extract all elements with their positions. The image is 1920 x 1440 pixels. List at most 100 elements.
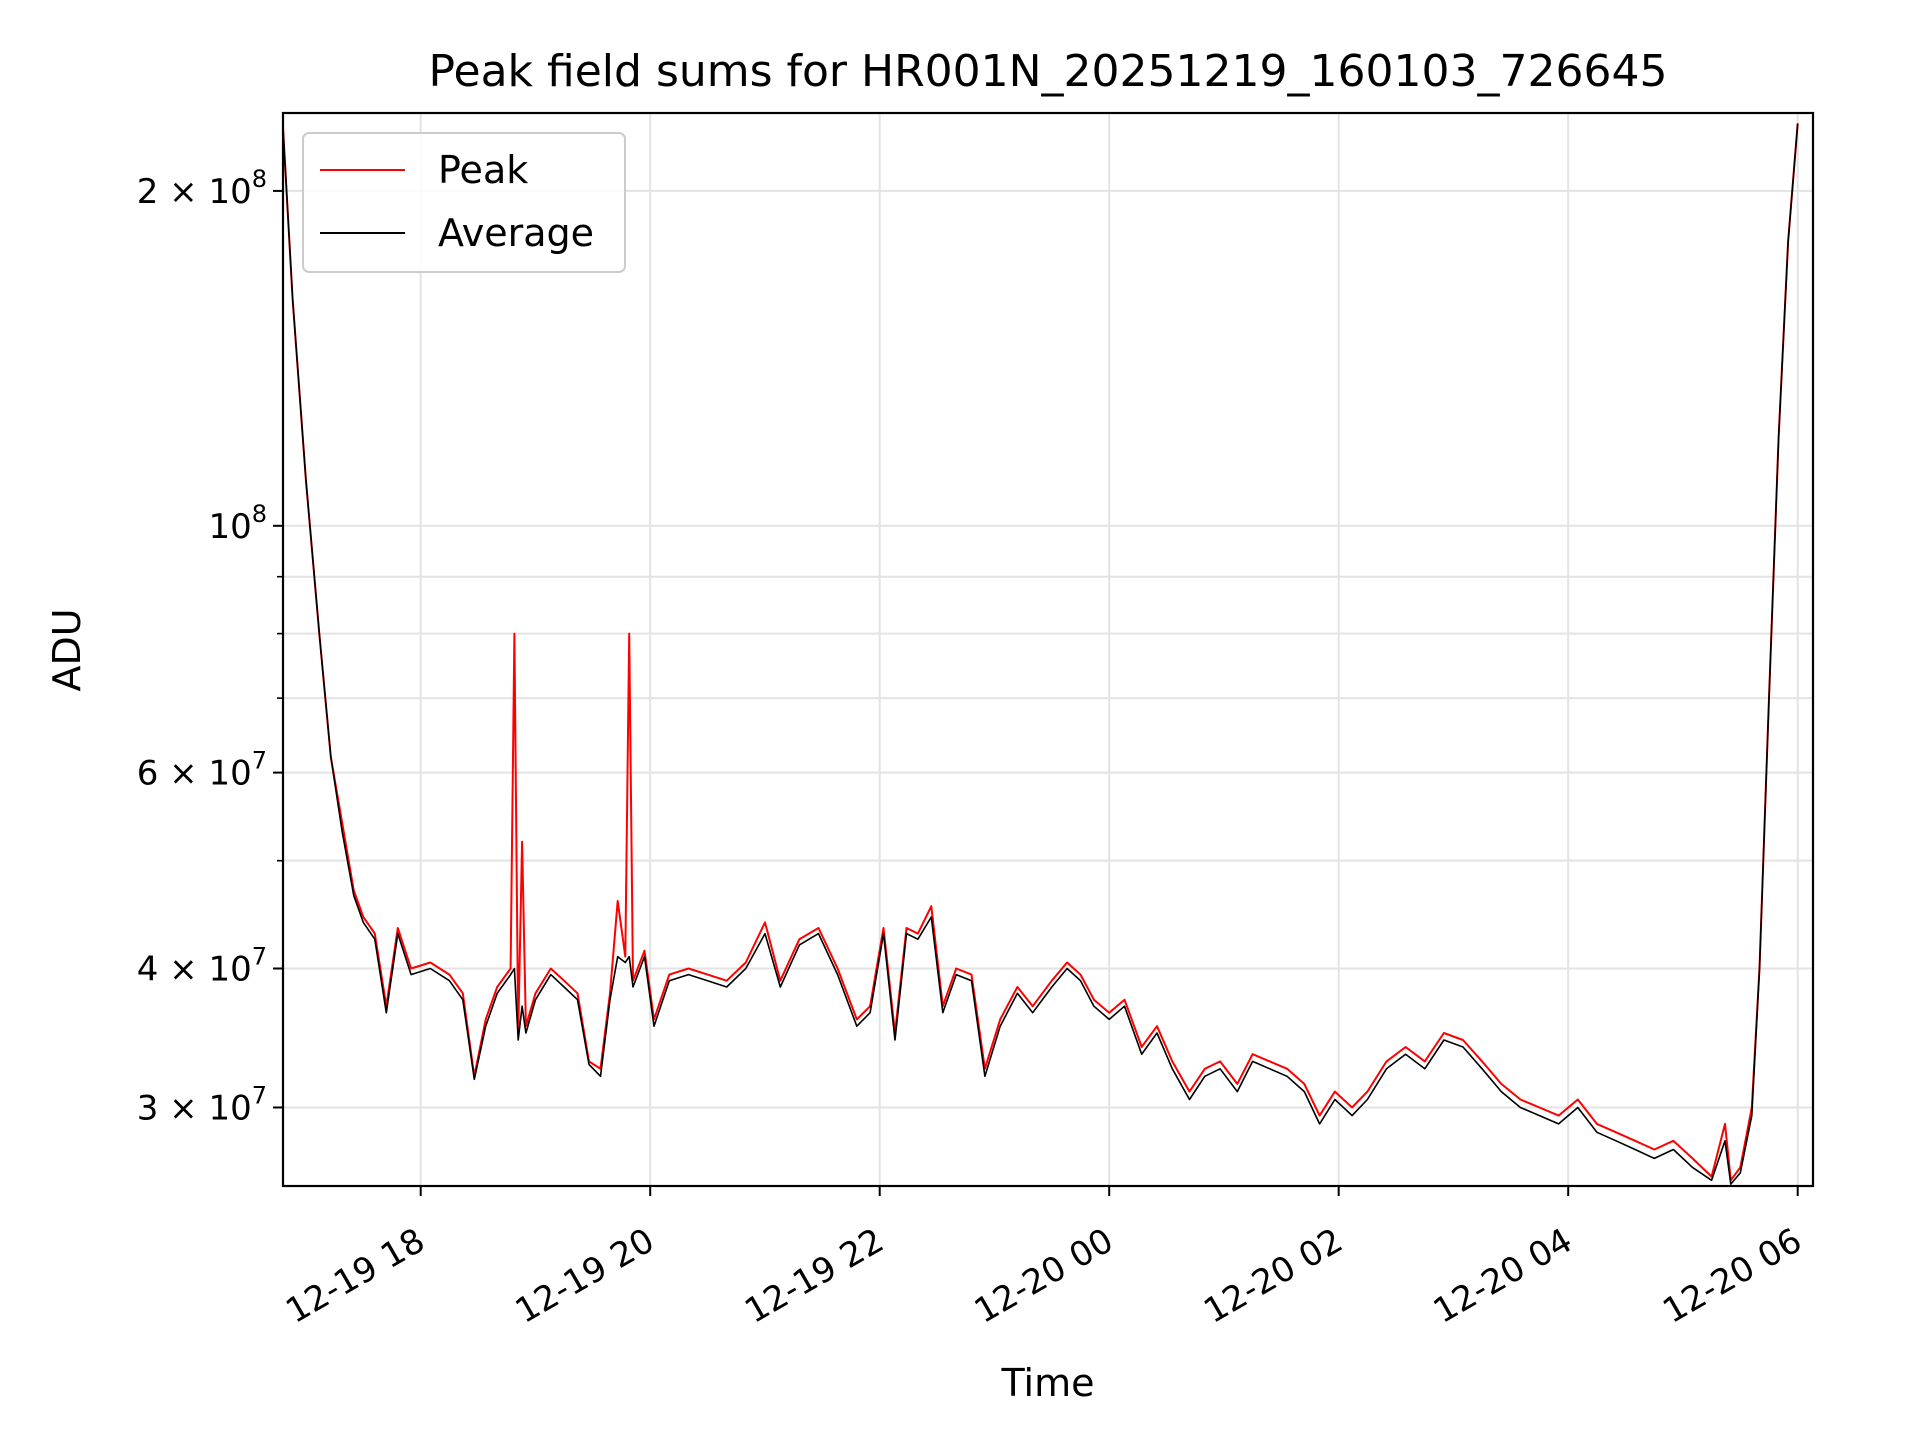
data-point-average bbox=[496, 992, 498, 994]
data-point-average bbox=[1653, 1157, 1655, 1159]
data-point-average bbox=[617, 956, 619, 958]
data-point-peak bbox=[1204, 1068, 1206, 1070]
data-point-peak bbox=[462, 992, 464, 994]
data-point-average bbox=[1500, 1091, 1502, 1093]
data-point-average bbox=[644, 956, 646, 958]
data-point-average bbox=[510, 974, 512, 976]
data-point-peak bbox=[1171, 1060, 1173, 1062]
data-point-peak bbox=[1236, 1083, 1238, 1085]
data-point-peak bbox=[1672, 1140, 1674, 1142]
data-point-average bbox=[955, 974, 957, 976]
data-point-average bbox=[837, 974, 839, 976]
data-point-peak bbox=[955, 968, 957, 970]
data-point-average bbox=[462, 999, 464, 1001]
data-point-average bbox=[330, 756, 332, 758]
data-point-peak bbox=[688, 968, 690, 970]
data-point-average bbox=[856, 1025, 858, 1027]
data-point-average bbox=[609, 999, 611, 1001]
data-point-average bbox=[1171, 1068, 1173, 1070]
data-point-peak bbox=[1424, 1060, 1426, 1062]
data-point-average bbox=[930, 916, 932, 918]
data-point-peak bbox=[1634, 1140, 1636, 1142]
data-point-average bbox=[624, 962, 626, 964]
data-point-peak bbox=[1269, 1060, 1271, 1062]
data-point-average bbox=[906, 933, 908, 935]
data-point-average bbox=[917, 938, 919, 940]
data-point-peak bbox=[1615, 1131, 1617, 1133]
data-point-average bbox=[869, 1012, 871, 1014]
data-point-average bbox=[1156, 1032, 1158, 1034]
data-point-peak bbox=[1519, 1099, 1521, 1101]
data-point-average bbox=[1124, 1005, 1126, 1007]
data-point-average bbox=[429, 968, 431, 970]
series-line-average bbox=[283, 123, 1799, 1185]
y-tick-label-base: 3 × 10 bbox=[137, 1088, 252, 1128]
data-point-peak bbox=[1462, 1039, 1464, 1041]
data-point-average bbox=[550, 974, 552, 976]
data-point-average bbox=[1558, 1123, 1560, 1125]
series-average bbox=[283, 122, 1799, 1185]
data-point-peak bbox=[1051, 980, 1053, 982]
data-point-average bbox=[1634, 1149, 1636, 1151]
data-point-peak bbox=[1692, 1157, 1694, 1159]
y-tick-label-base: 6 × 10 bbox=[137, 754, 252, 794]
data-point-average bbox=[1405, 1053, 1407, 1055]
data-point-average bbox=[1236, 1091, 1238, 1093]
data-point-average bbox=[999, 1025, 1001, 1027]
data-point-average bbox=[1252, 1060, 1254, 1062]
data-point-peak bbox=[374, 933, 376, 935]
data-point-peak bbox=[1558, 1115, 1560, 1117]
x-axis-title: Time bbox=[1001, 1361, 1095, 1405]
data-point-peak bbox=[429, 962, 431, 964]
data-point-average bbox=[588, 1063, 590, 1065]
data-point-average bbox=[1189, 1099, 1191, 1101]
data-point-peak bbox=[1124, 999, 1126, 1001]
data-point-peak bbox=[1016, 986, 1018, 988]
data-point-average bbox=[1539, 1115, 1541, 1117]
series-peak bbox=[283, 123, 1799, 1182]
data-point-average bbox=[745, 968, 747, 970]
data-point-average bbox=[1032, 1012, 1034, 1014]
data-point-average bbox=[632, 986, 634, 988]
data-point-average bbox=[1778, 437, 1780, 439]
data-point-peak bbox=[971, 974, 973, 976]
data-point-peak bbox=[1386, 1060, 1388, 1062]
data-point-average bbox=[374, 938, 376, 940]
data-point-peak bbox=[628, 633, 630, 635]
y-tick-label-base: 4 × 10 bbox=[137, 949, 252, 989]
data-point-average bbox=[1787, 241, 1789, 243]
data-point-average bbox=[628, 956, 630, 958]
data-point-average bbox=[1596, 1131, 1598, 1133]
data-point-average bbox=[1303, 1091, 1305, 1093]
data-point-peak bbox=[496, 986, 498, 988]
data-point-peak bbox=[1319, 1115, 1321, 1117]
data-point-average bbox=[688, 974, 690, 976]
data-point-average bbox=[1797, 122, 1799, 124]
data-point-peak bbox=[644, 950, 646, 952]
data-point-average bbox=[1462, 1046, 1464, 1048]
plot-frame bbox=[281, 111, 1815, 1188]
data-point-peak bbox=[1141, 1046, 1143, 1048]
legend-average-label: Average bbox=[438, 211, 594, 255]
data-point-peak bbox=[1156, 1025, 1158, 1027]
data-point-peak bbox=[485, 1018, 487, 1020]
data-point-average bbox=[1768, 697, 1770, 699]
data-point-average bbox=[1443, 1039, 1445, 1041]
data-point-average bbox=[779, 986, 781, 988]
y-tick-label: 4 × 107 bbox=[137, 942, 267, 989]
data-point-peak bbox=[397, 927, 399, 929]
data-point-peak bbox=[1108, 1012, 1110, 1014]
data-point-average bbox=[513, 968, 515, 970]
data-point-peak bbox=[1653, 1149, 1655, 1151]
data-point-average bbox=[1204, 1075, 1206, 1077]
data-point-peak bbox=[837, 968, 839, 970]
data-point-average bbox=[1351, 1115, 1353, 1117]
data-point-average bbox=[1730, 1183, 1732, 1185]
data-point-peak bbox=[510, 968, 512, 970]
data-point-average bbox=[525, 1032, 527, 1034]
data-point-average bbox=[1219, 1068, 1221, 1070]
data-point-average bbox=[1051, 986, 1053, 988]
